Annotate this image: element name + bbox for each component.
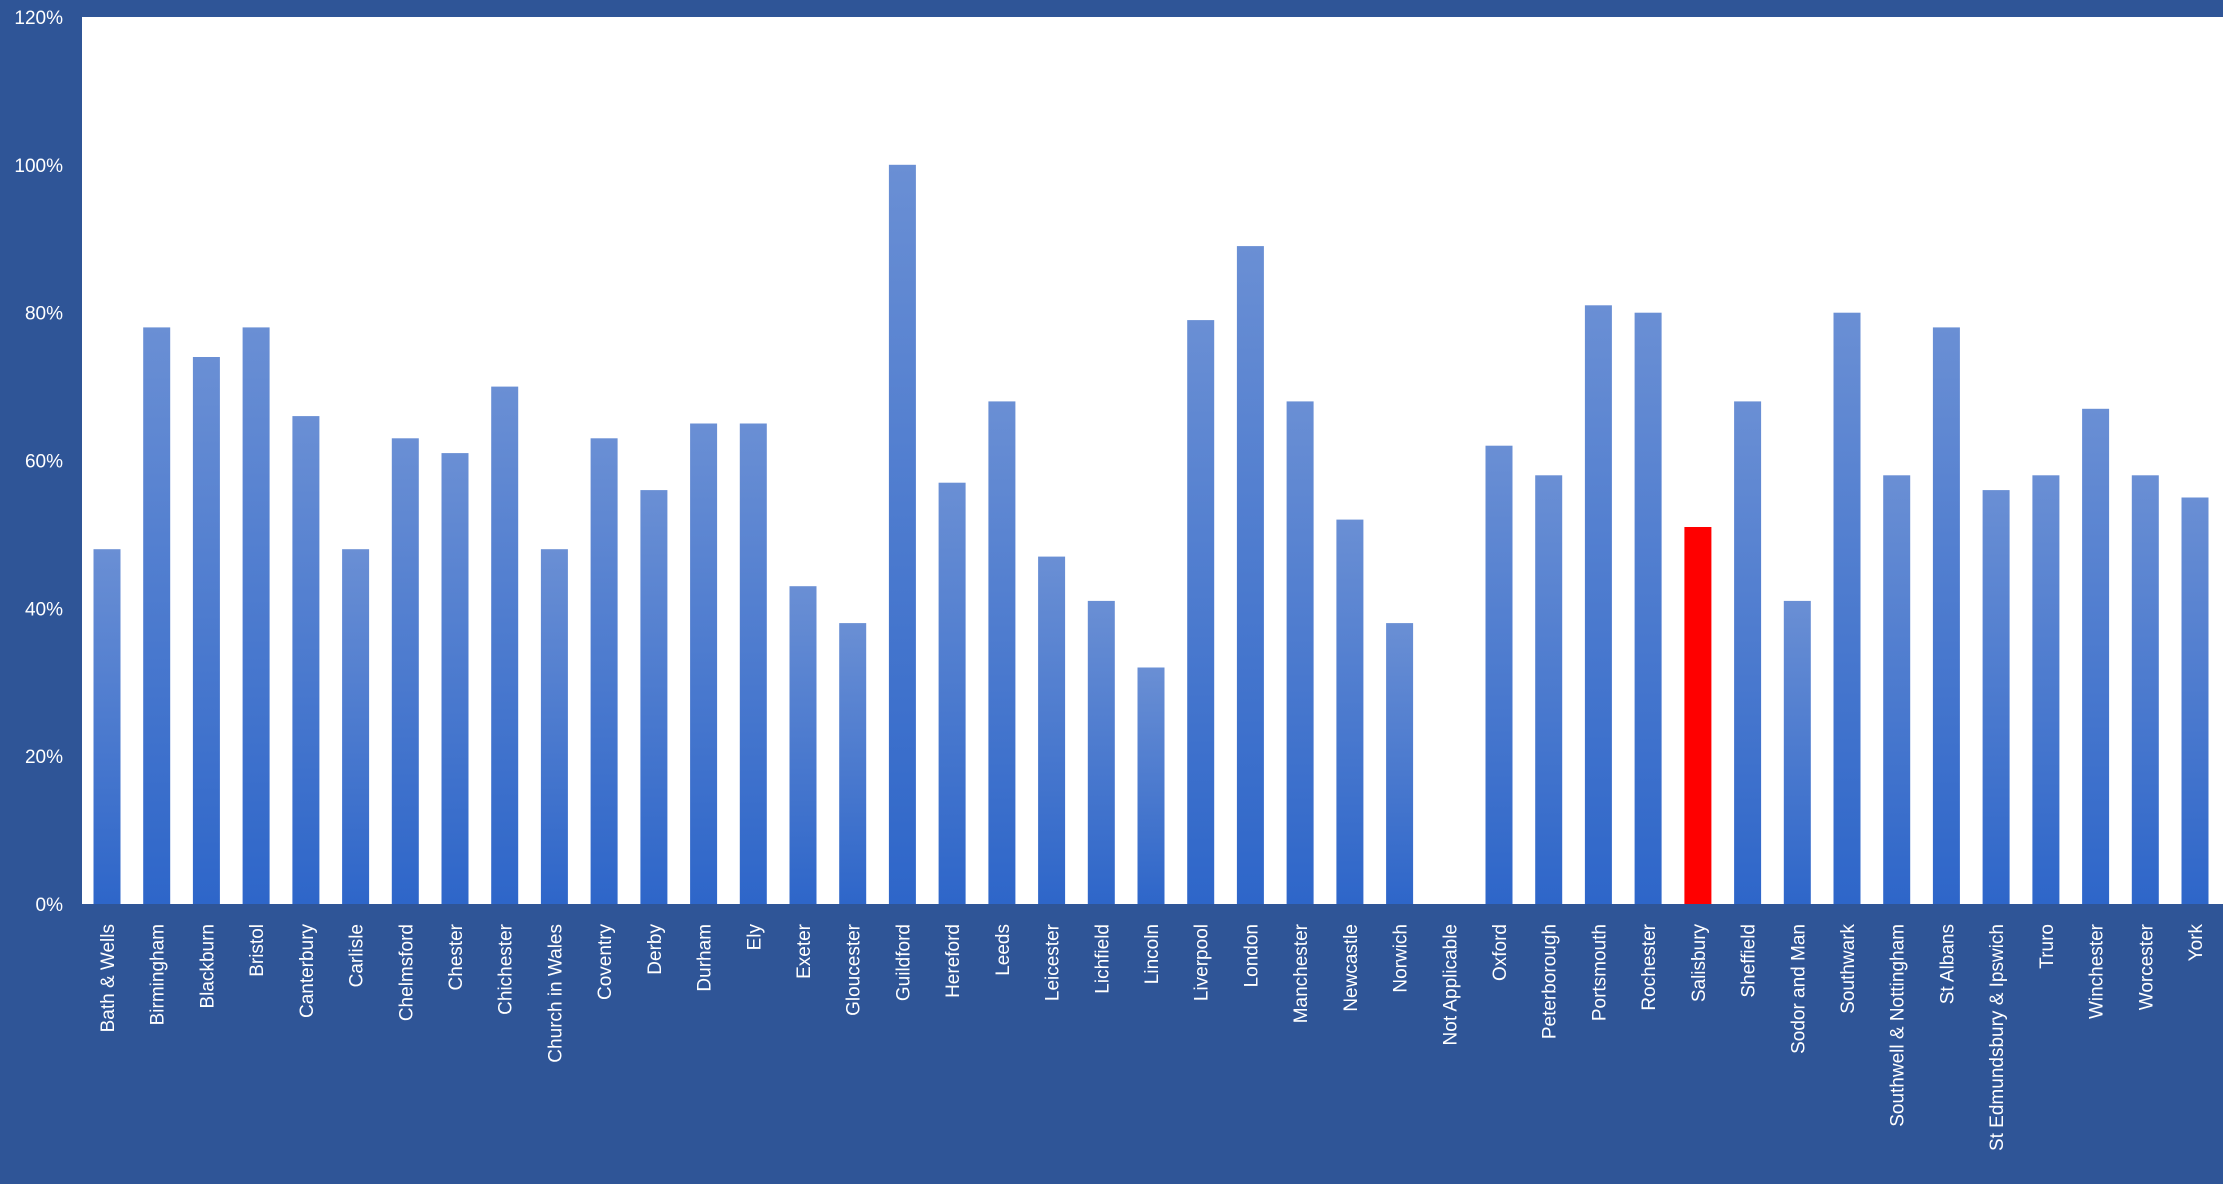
x-tick-label: Truro xyxy=(2037,924,2058,969)
bar xyxy=(2082,408,2110,904)
x-tick-label: Carlisle xyxy=(347,924,368,987)
y-tick-label: 100% xyxy=(14,156,63,177)
bar xyxy=(491,386,519,905)
bar xyxy=(391,438,419,904)
x-tick-label: Bristol xyxy=(247,924,268,977)
bar xyxy=(1684,527,1712,904)
x-tick-label: Liverpool xyxy=(1192,924,1213,1001)
bar xyxy=(1932,327,1960,904)
bar xyxy=(143,327,171,904)
x-tick-label: Peterborough xyxy=(1540,924,1561,1039)
x-tick-label: St Albans xyxy=(1937,924,1958,1004)
bar xyxy=(938,482,966,904)
y-tick-label: 60% xyxy=(25,452,63,473)
x-tick-label: Southwark xyxy=(1838,924,1859,1014)
x-tick-label: Salisbury xyxy=(1689,924,1710,1003)
y-tick-label: 20% xyxy=(25,747,63,768)
bar xyxy=(1833,312,1861,904)
y-tick-label: 0% xyxy=(36,895,64,916)
bar xyxy=(540,549,568,904)
x-tick-label: Chelmsford xyxy=(396,924,417,1021)
x-tick-label: Not Applicable xyxy=(1440,924,1461,1045)
bar xyxy=(988,401,1016,904)
x-tick-label: Norwich xyxy=(1391,924,1412,993)
x-tick-label: Sheffield xyxy=(1739,924,1760,998)
x-tick-label: Canterbury xyxy=(297,924,318,1018)
y-tick-label: 40% xyxy=(25,599,63,620)
bar xyxy=(888,164,916,905)
bar xyxy=(690,423,718,904)
x-tick-label: Sodor and Man xyxy=(1788,924,1809,1054)
x-tick-label: St Edmundsbury & Ipswich xyxy=(1987,924,2008,1151)
bar xyxy=(1535,475,1563,904)
y-tick-label: 80% xyxy=(25,304,63,325)
x-tick-label: Leeds xyxy=(993,924,1014,976)
bar xyxy=(93,549,121,904)
bar xyxy=(1087,600,1115,904)
x-tick-label: Durham xyxy=(695,924,716,992)
x-tick-label: Portsmouth xyxy=(1589,924,1610,1021)
bar xyxy=(1386,623,1414,904)
bar xyxy=(640,490,668,904)
bar xyxy=(1485,445,1513,904)
x-tick-label: Church in Wales xyxy=(545,924,566,1063)
x-tick-label: Chichester xyxy=(496,923,517,1014)
bar xyxy=(1883,475,1911,904)
x-tick-label: Lichfield xyxy=(1092,924,1113,994)
bar xyxy=(441,453,469,904)
bar xyxy=(2131,475,2159,904)
x-tick-label: Worcester xyxy=(2136,923,2157,1010)
x-tick-label: Leicester xyxy=(1043,923,1064,1001)
x-tick-label: Guildford xyxy=(893,924,914,1001)
x-tick-label: Oxford xyxy=(1490,924,1511,981)
x-tick-label: Birmingham xyxy=(148,924,169,1025)
x-tick-label: Ely xyxy=(744,924,765,951)
bar-series xyxy=(93,164,2209,905)
x-axis: Bath & Wells Birmingham Blackburn Bristol Ca… xyxy=(98,923,2207,1151)
bar xyxy=(1286,401,1314,904)
x-tick-label: Derby xyxy=(645,924,666,975)
y-axis: 0% 20% 40% 60% 80% 100% 120% xyxy=(14,8,63,916)
bar xyxy=(2181,497,2209,904)
x-tick-label: Chester xyxy=(446,923,467,990)
bar xyxy=(2032,475,2060,904)
bar xyxy=(1336,519,1364,904)
bar xyxy=(1783,600,1811,904)
x-tick-label: Lincoln xyxy=(1142,924,1163,984)
bar xyxy=(739,423,767,904)
x-tick-label: Blackburn xyxy=(197,924,218,1009)
x-tick-label: Manchester xyxy=(1291,923,1312,1023)
x-tick-label: Coventry xyxy=(595,924,616,1001)
bar xyxy=(1236,246,1264,905)
bar xyxy=(1734,401,1762,904)
bar xyxy=(292,416,320,904)
bar xyxy=(1982,490,2010,904)
bar xyxy=(242,327,270,904)
y-tick-label: 120% xyxy=(14,8,63,29)
bar xyxy=(342,549,370,904)
x-tick-label: Newcastle xyxy=(1341,924,1362,1012)
bar xyxy=(1038,556,1066,904)
x-tick-label: Exeter xyxy=(794,923,815,979)
x-tick-label: Southwell & Nottingham xyxy=(1888,924,1909,1127)
x-tick-label: Winchester xyxy=(2087,923,2108,1019)
x-tick-label: London xyxy=(1241,924,1262,987)
bar xyxy=(192,357,220,904)
bar xyxy=(1137,667,1165,904)
x-tick-label: Hereford xyxy=(943,924,964,998)
bar xyxy=(839,623,867,904)
x-tick-label: York xyxy=(2186,924,2207,962)
bar xyxy=(1584,305,1612,904)
bar xyxy=(590,438,618,904)
x-tick-label: Gloucester xyxy=(844,923,865,1016)
bar xyxy=(1634,312,1662,904)
bar xyxy=(1187,320,1215,905)
x-tick-label: Rochester xyxy=(1639,923,1660,1010)
x-tick-label: Bath & Wells xyxy=(98,924,119,1032)
bar xyxy=(789,586,817,904)
